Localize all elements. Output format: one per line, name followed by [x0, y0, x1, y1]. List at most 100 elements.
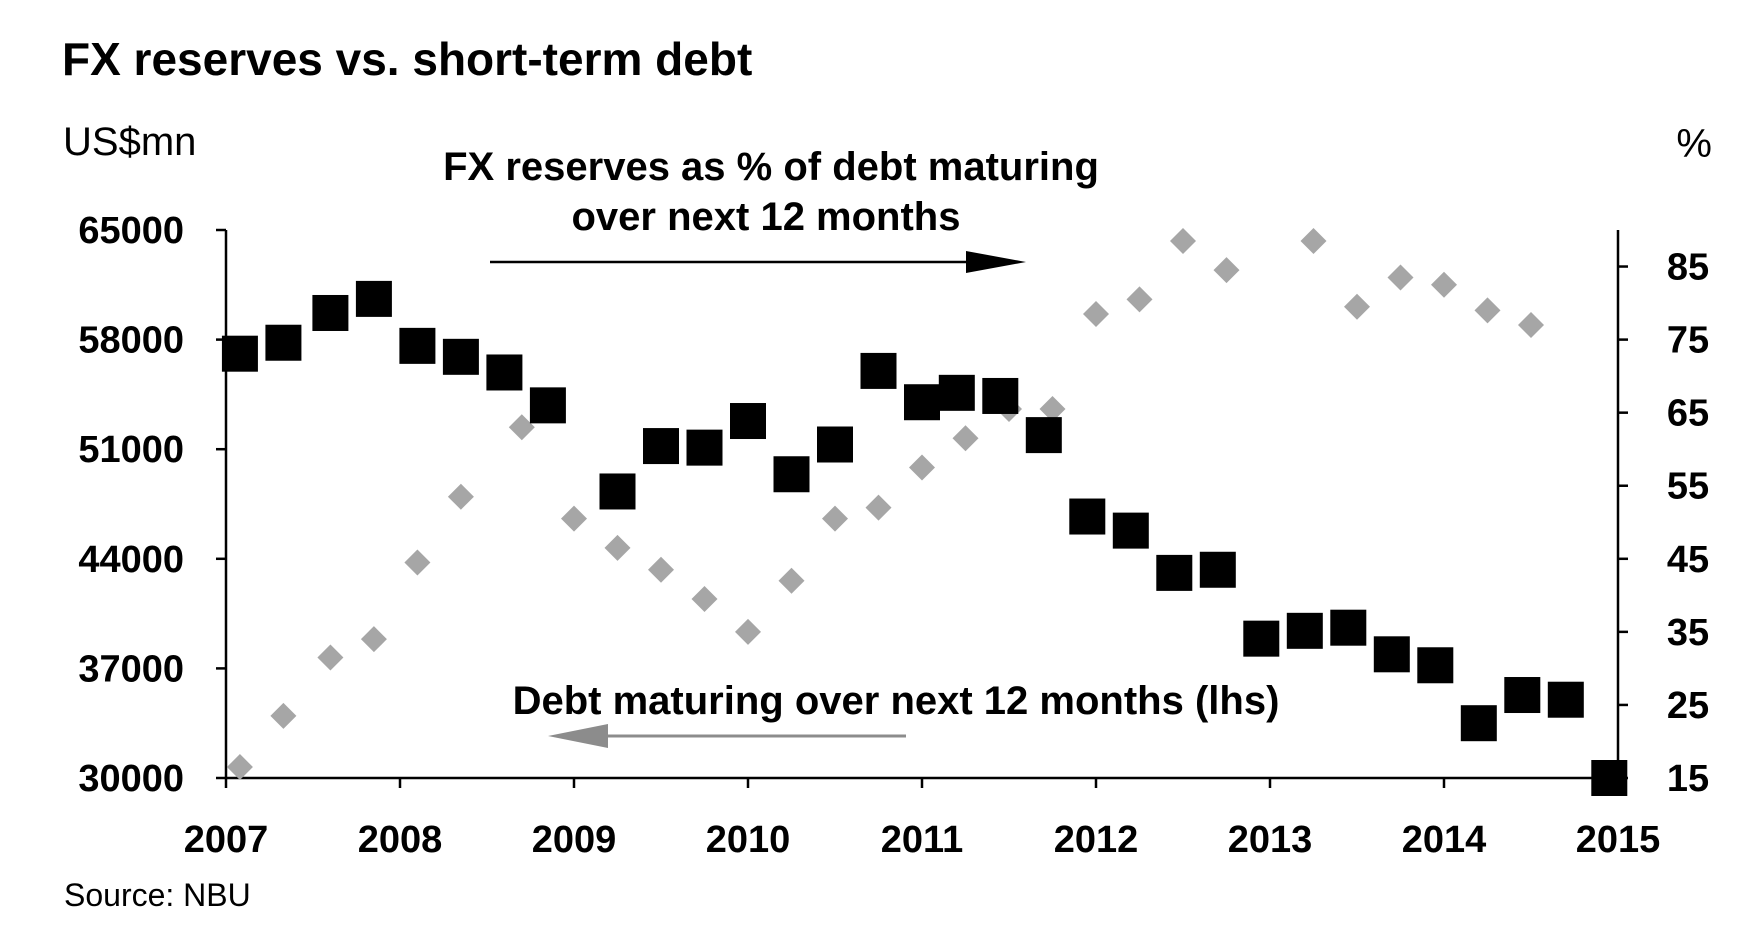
ratio-point: [447, 483, 474, 510]
debt-point: [1243, 620, 1280, 657]
debt-point: [904, 384, 940, 421]
lower-label: Debt maturing over next 12 months (lhs): [513, 679, 1280, 723]
ratio-point: [1474, 297, 1501, 324]
ratio-point: [226, 754, 253, 781]
debt-point: [1373, 636, 1410, 673]
debt-point: [486, 354, 523, 391]
debt-series: [221, 280, 1628, 796]
right-tick-label: 85: [1667, 247, 1709, 289]
ratio-point: [1387, 264, 1414, 291]
upper-annotation: FX reserves as % of debt maturing over n…: [443, 145, 1099, 273]
debt-point: [399, 327, 436, 364]
x-axis-ticks: 2007 2008 2009 2010 2011 2012 2013 2014 2015: [184, 778, 1661, 861]
upper-label-line2: over next 12 months: [571, 195, 960, 239]
left-tick-label: 51000: [78, 429, 184, 471]
ratio-point: [822, 505, 848, 532]
right-tick-label: 15: [1667, 758, 1709, 800]
ratio-point: [735, 618, 761, 645]
left-tick-label: 30000: [78, 758, 184, 800]
upper-arrow-head: [966, 251, 1026, 273]
right-tick-label: 55: [1667, 466, 1709, 508]
debt-point: [355, 280, 392, 317]
chart-title: FX reserves vs. short-term debt: [62, 33, 752, 85]
right-tick-label: 35: [1667, 612, 1709, 654]
ratio-point: [648, 556, 674, 583]
debt-point: [1199, 551, 1236, 588]
ratio-point: [270, 702, 297, 729]
debt-point: [1112, 512, 1149, 549]
ratio-point: [1126, 286, 1153, 313]
right-axis-ticks: 85 75 65 55 45 35 25 15: [1618, 247, 1709, 800]
debt-point: [599, 473, 636, 510]
right-tick-label: 65: [1667, 393, 1709, 435]
ratio-point: [952, 425, 979, 452]
x-tick-label: 2008: [358, 819, 443, 861]
x-tick-label: 2014: [1402, 819, 1487, 861]
debt-point: [1460, 705, 1497, 742]
ratio-point: [778, 567, 805, 594]
upper-label-line1: FX reserves as % of debt maturing: [443, 145, 1099, 189]
ratio-series: [226, 227, 1544, 781]
right-axis-unit: %: [1676, 122, 1712, 166]
right-tick-label: 75: [1667, 320, 1709, 362]
ratio-point: [360, 626, 387, 653]
ratio-point: [404, 549, 431, 576]
ratio-point: [604, 534, 631, 561]
ratio-point: [1083, 301, 1109, 328]
debt-point: [1504, 677, 1541, 714]
debt-point: [1547, 681, 1584, 718]
debt-point: [1156, 554, 1193, 591]
x-tick-label: 2010: [706, 819, 791, 861]
left-tick-label: 37000: [78, 648, 184, 690]
ratio-point: [1431, 271, 1457, 298]
ratio-point: [1300, 227, 1327, 254]
right-tick-label: 45: [1667, 539, 1709, 581]
right-tick-label: 25: [1667, 685, 1709, 727]
debt-point: [265, 324, 302, 361]
debt-point: [221, 335, 258, 372]
x-tick-label: 2013: [1228, 819, 1313, 861]
debt-point: [773, 456, 810, 493]
source-note: Source: NBU: [64, 877, 251, 913]
ratio-point: [909, 454, 935, 481]
ratio-point: [1344, 293, 1370, 320]
left-tick-label: 65000: [78, 210, 184, 252]
debt-point: [312, 294, 349, 331]
debt-point: [860, 352, 897, 389]
debt-point: [1417, 647, 1454, 684]
x-tick-label: 2009: [532, 819, 617, 861]
ratio-point: [1518, 311, 1544, 338]
x-tick-label: 2011: [881, 819, 963, 861]
debt-point: [982, 377, 1019, 414]
ratio-point: [865, 494, 892, 521]
debt-point: [529, 387, 566, 424]
debt-point: [1286, 612, 1323, 649]
debt-point: [1591, 760, 1628, 796]
debt-point: [442, 338, 479, 375]
left-tick-label: 44000: [78, 539, 184, 581]
ratio-point: [1213, 257, 1240, 284]
debt-point: [817, 426, 853, 463]
lower-arrow-head: [548, 724, 608, 748]
x-tick-label: 2007: [184, 819, 269, 861]
ratio-point: [1170, 227, 1196, 254]
debt-point: [643, 428, 679, 465]
left-tick-label: 58000: [78, 320, 184, 362]
debt-point: [730, 403, 766, 440]
left-axis-ticks: 65000 58000 51000 44000 37000 30000: [78, 210, 226, 800]
debt-point: [1330, 609, 1367, 646]
debt-point: [1025, 417, 1062, 454]
ratio-point: [561, 505, 587, 532]
ratio-point: [508, 414, 535, 441]
debt-point: [1069, 498, 1106, 535]
lower-annotation: Debt maturing over next 12 months (lhs): [513, 679, 1280, 748]
ratio-point: [1039, 396, 1066, 423]
debt-point: [938, 374, 975, 411]
ratio-point: [317, 644, 344, 671]
left-axis-unit: US$mn: [63, 120, 196, 164]
x-tick-label: 2012: [1054, 819, 1139, 861]
ratio-point: [691, 585, 718, 612]
debt-point: [686, 429, 723, 466]
x-tick-label: 2015: [1576, 819, 1661, 861]
